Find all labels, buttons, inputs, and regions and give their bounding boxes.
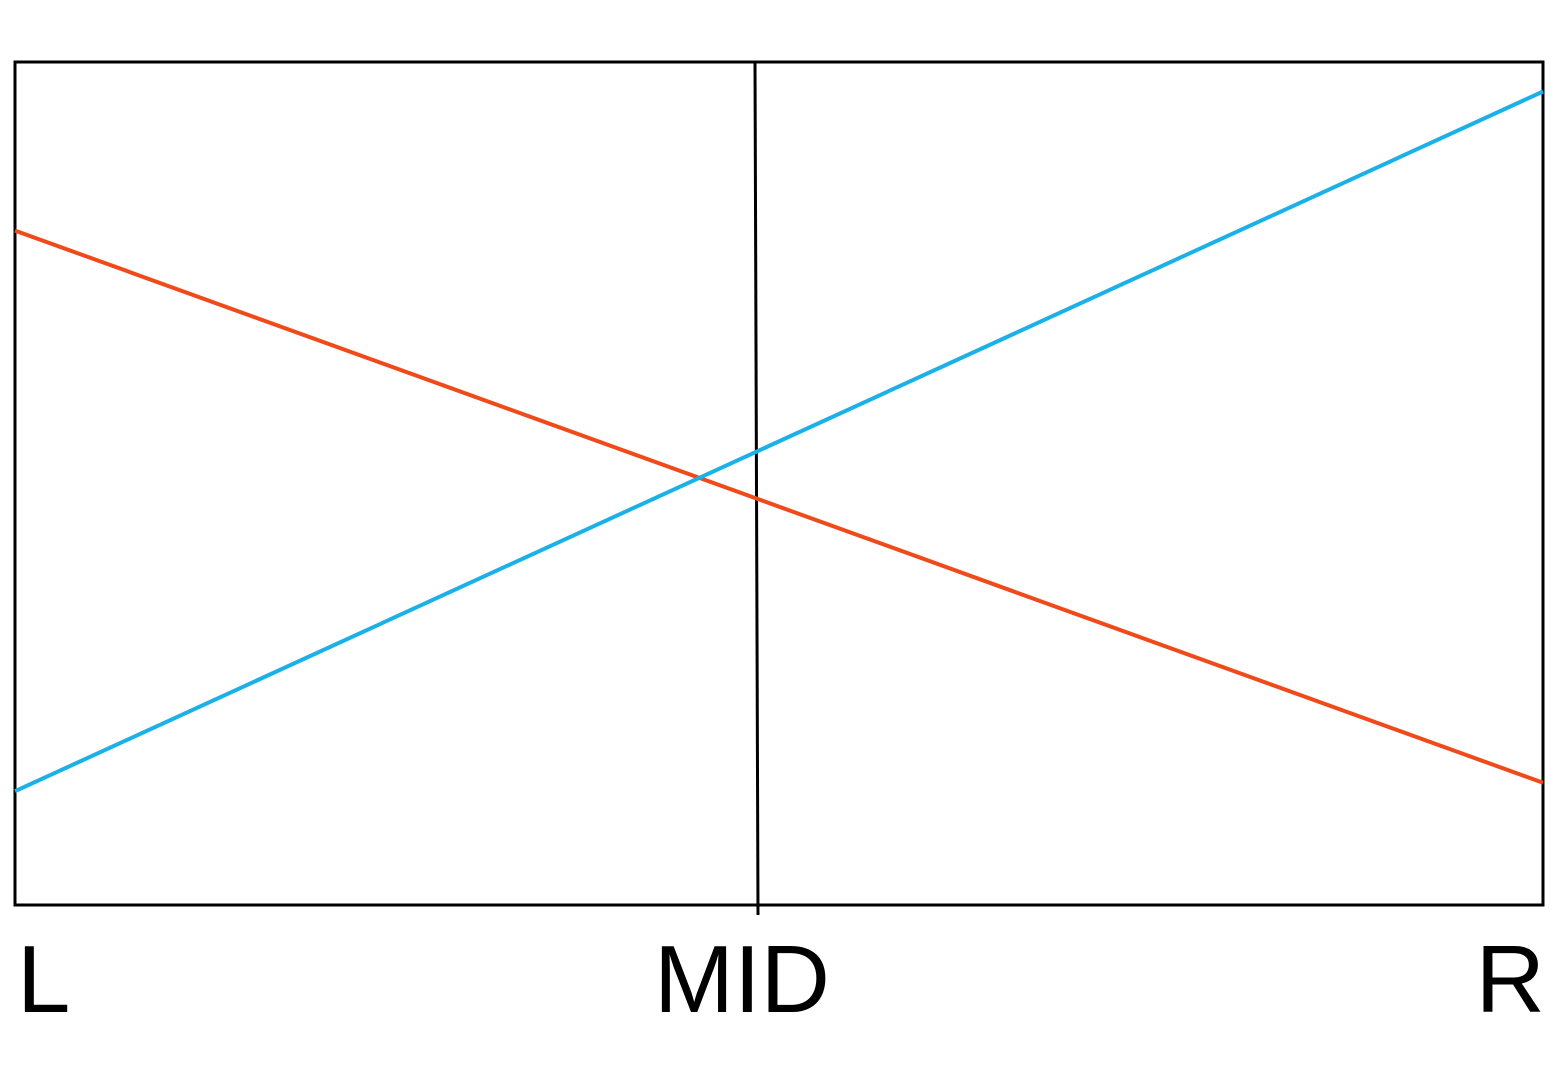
blue-line (14, 89, 1544, 794)
label-left: L (17, 926, 70, 1033)
orange-line (14, 228, 1544, 785)
label-right: R (1476, 926, 1545, 1033)
series-layer (14, 89, 1544, 794)
diagram-frame (13, 60, 1545, 907)
mid-divider-line (753, 61, 760, 916)
label-mid: MID (654, 926, 830, 1033)
